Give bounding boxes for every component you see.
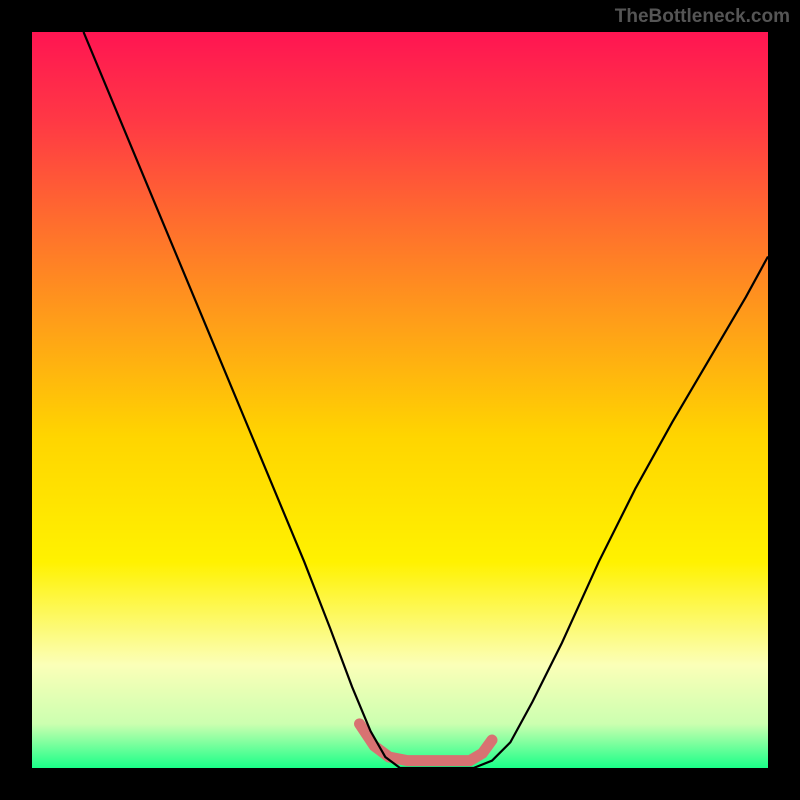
chart-curve-layer [32,32,768,768]
plot-area [32,32,768,768]
watermark-text: TheBottleneck.com [615,6,790,28]
main-curve [84,32,768,768]
bottleneck-flat-segment [360,724,492,761]
